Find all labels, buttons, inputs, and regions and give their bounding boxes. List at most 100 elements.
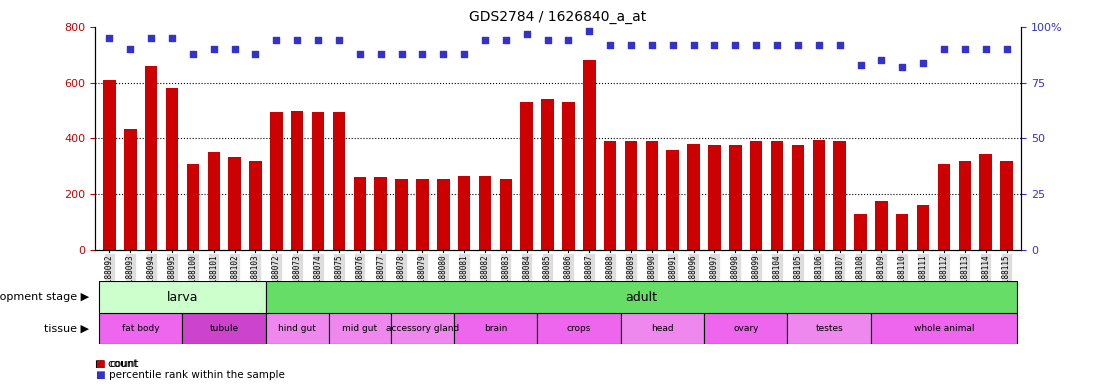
Bar	[328, 313, 391, 344]
Text: hind gut: hind gut	[278, 324, 316, 333]
Bar	[937, 164, 950, 250]
Bar	[896, 214, 908, 250]
Bar	[395, 179, 407, 250]
Text: ■ count: ■ count	[95, 359, 137, 369]
Text: brain: brain	[483, 324, 507, 333]
Bar	[562, 102, 575, 250]
Bar	[266, 281, 1017, 313]
Point	[852, 62, 869, 68]
Point	[225, 46, 243, 52]
Bar	[583, 60, 596, 250]
Point	[122, 46, 140, 52]
Bar	[454, 313, 537, 344]
Point	[559, 37, 577, 43]
Bar	[520, 102, 533, 250]
Bar	[437, 179, 450, 250]
Text: tissue ▶: tissue ▶	[45, 324, 89, 334]
Point	[163, 35, 181, 41]
Bar	[537, 313, 620, 344]
Bar	[666, 150, 679, 250]
Bar	[729, 146, 742, 250]
Text: larva: larva	[166, 291, 199, 304]
Bar	[354, 177, 366, 250]
Bar	[458, 176, 470, 250]
Bar	[834, 141, 846, 250]
Point	[497, 37, 514, 43]
Bar	[99, 281, 266, 313]
Point	[288, 37, 306, 43]
Point	[350, 51, 368, 57]
Bar	[186, 164, 199, 250]
Point	[184, 51, 202, 57]
Point	[976, 46, 994, 52]
Bar	[266, 313, 328, 344]
Text: ovary: ovary	[733, 324, 759, 333]
Title: GDS2784 / 1626840_a_at: GDS2784 / 1626840_a_at	[470, 10, 646, 25]
Point	[330, 37, 348, 43]
Point	[935, 46, 953, 52]
Point	[518, 30, 536, 36]
Bar	[625, 141, 637, 250]
Point	[268, 37, 286, 43]
Bar	[183, 313, 266, 344]
Bar	[959, 161, 971, 250]
Point	[413, 51, 431, 57]
Point	[789, 41, 807, 48]
Text: tubule: tubule	[210, 324, 239, 333]
Bar	[166, 88, 179, 250]
Point	[643, 41, 661, 48]
Point	[100, 35, 118, 41]
Bar	[646, 141, 658, 250]
Point	[602, 41, 619, 48]
Bar	[788, 313, 870, 344]
Point	[205, 46, 223, 52]
Bar	[416, 179, 429, 250]
Text: crops: crops	[567, 324, 591, 333]
Text: testes: testes	[816, 324, 843, 333]
Bar	[980, 154, 992, 250]
Point	[998, 46, 1016, 52]
Point	[685, 41, 703, 48]
Text: ■: ■	[95, 359, 105, 369]
Bar	[1000, 161, 1013, 250]
Point	[309, 37, 327, 43]
Bar	[500, 179, 512, 250]
Point	[810, 41, 828, 48]
Point	[393, 51, 411, 57]
Point	[748, 41, 766, 48]
Point	[622, 41, 639, 48]
Bar	[687, 144, 700, 250]
Bar	[270, 112, 282, 250]
Bar	[99, 313, 183, 344]
Point	[580, 28, 598, 35]
Point	[455, 51, 473, 57]
Bar	[750, 141, 762, 250]
Bar	[875, 201, 887, 250]
Bar	[333, 112, 345, 250]
Bar	[854, 214, 867, 250]
Bar	[103, 80, 116, 250]
Bar	[291, 111, 304, 250]
Point	[477, 37, 494, 43]
Point	[434, 51, 452, 57]
Text: adult: adult	[625, 291, 657, 304]
Point	[142, 35, 160, 41]
Bar	[541, 99, 554, 250]
Bar	[311, 112, 325, 250]
Text: development stage ▶: development stage ▶	[0, 292, 89, 302]
Bar	[791, 146, 805, 250]
Text: fat body: fat body	[122, 324, 160, 333]
Point	[705, 41, 723, 48]
Text: whole animal: whole animal	[914, 324, 974, 333]
Bar	[704, 313, 788, 344]
Text: head: head	[651, 324, 674, 333]
Bar	[374, 177, 387, 250]
Point	[372, 51, 389, 57]
Point	[873, 57, 891, 63]
Point	[247, 51, 264, 57]
Point	[830, 41, 848, 48]
Point	[914, 60, 932, 66]
Bar	[709, 146, 721, 250]
Bar	[249, 161, 262, 250]
Bar	[812, 140, 825, 250]
